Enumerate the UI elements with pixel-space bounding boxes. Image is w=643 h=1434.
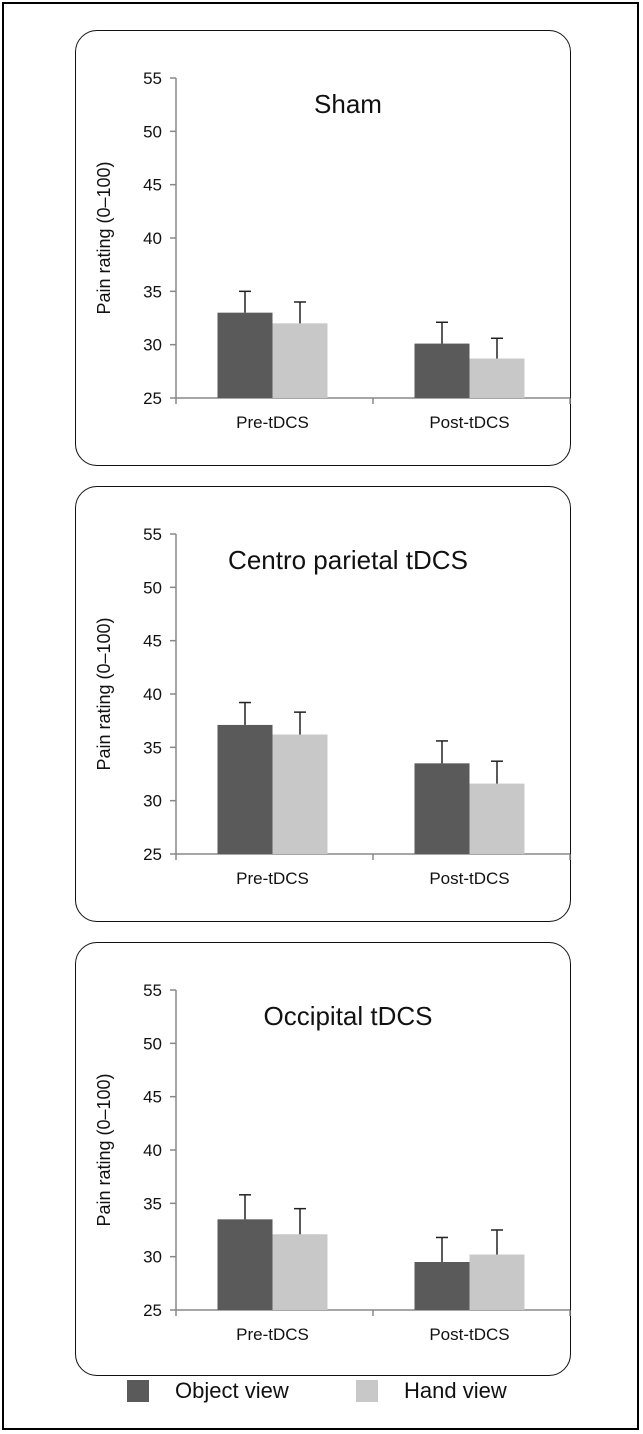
chart-title: Occipital tDCS bbox=[263, 1001, 432, 1031]
bar-hand-view-post-tdcs bbox=[469, 1254, 525, 1310]
chart-occipital: Occipital tDCS Pain rating (0–100) 25 30 35 4… bbox=[94, 981, 571, 1344]
legend-swatch-hand-view bbox=[356, 1380, 378, 1402]
panel-occipital: Occipital tDCS Pain rating (0–100) 25 30 35 4… bbox=[75, 942, 571, 1376]
y-axis-label: Pain rating (0–100) bbox=[94, 1073, 114, 1226]
bar-hand-view-post-tdcs bbox=[469, 358, 525, 398]
y-tick-label: 55 bbox=[143, 525, 162, 544]
y-tick-label: 40 bbox=[143, 229, 162, 248]
y-tick-label: 50 bbox=[143, 578, 162, 597]
y-tick-label: 50 bbox=[143, 1034, 162, 1053]
x-tick-label-pre-tdcs: Pre-tDCS bbox=[236, 413, 309, 432]
legend-item-hand-view: Hand view bbox=[356, 1378, 507, 1404]
legend-label-object-view: Object view bbox=[175, 1378, 289, 1403]
bar-hand-view-pre-tdcs bbox=[272, 1234, 328, 1310]
chart-title: Centro parietal tDCS bbox=[228, 545, 468, 575]
chart-centro-parietal: Centro parietal tDCS Pain rating (0–100) 2… bbox=[94, 525, 571, 888]
bar-object-view-post-tdcs bbox=[414, 1262, 470, 1310]
panel-sham: Sham Pain rating (0–100) 25 30 35 40 45 50 55 Pre… bbox=[75, 30, 571, 466]
bar-hand-view-post-tdcs bbox=[469, 783, 525, 854]
x-tick-label-post-tdcs: Post-tDCS bbox=[429, 1325, 509, 1344]
y-tick-label: 35 bbox=[143, 1194, 162, 1213]
y-axis-label: Pain rating (0–100) bbox=[94, 161, 114, 314]
y-tick-label: 50 bbox=[143, 122, 162, 141]
y-tick-label: 45 bbox=[143, 632, 162, 651]
y-tick-label: 25 bbox=[143, 845, 162, 864]
y-tick-label: 35 bbox=[143, 282, 162, 301]
chart-title: Sham bbox=[314, 89, 382, 119]
bar-object-view-post-tdcs bbox=[414, 763, 470, 854]
bar-object-view-pre-tdcs bbox=[217, 724, 273, 854]
x-tick-label-pre-tdcs: Pre-tDCS bbox=[236, 1325, 309, 1344]
y-tick-label: 30 bbox=[143, 336, 162, 355]
y-tick-label: 25 bbox=[143, 389, 162, 408]
y-tick-label: 55 bbox=[143, 981, 162, 1000]
bar-object-view-pre-tdcs bbox=[217, 1219, 273, 1310]
y-tick-label: 30 bbox=[143, 1248, 162, 1267]
chart-sham: Sham Pain rating (0–100) 25 30 35 40 45 50 55 Pre… bbox=[94, 69, 571, 432]
y-tick-label: 45 bbox=[143, 176, 162, 195]
legend-item-object-view: Object view bbox=[127, 1378, 289, 1404]
x-tick-label-post-tdcs: Post-tDCS bbox=[429, 869, 509, 888]
panel-centro-parietal: Centro parietal tDCS Pain rating (0–100) 2… bbox=[75, 486, 571, 922]
chart-legend: Object view Hand view bbox=[0, 1378, 643, 1418]
bar-object-view-pre-tdcs bbox=[217, 312, 273, 398]
legend-label-hand-view: Hand view bbox=[404, 1378, 507, 1403]
y-axis-label: Pain rating (0–100) bbox=[94, 617, 114, 770]
x-tick-label-post-tdcs: Post-tDCS bbox=[429, 413, 509, 432]
bar-hand-view-pre-tdcs bbox=[272, 734, 328, 854]
y-tick-label: 40 bbox=[143, 685, 162, 704]
y-tick-label: 35 bbox=[143, 738, 162, 757]
y-tick-label: 55 bbox=[143, 69, 162, 88]
y-tick-label: 25 bbox=[143, 1301, 162, 1320]
y-tick-label: 40 bbox=[143, 1141, 162, 1160]
bar-object-view-post-tdcs bbox=[414, 343, 470, 398]
y-tick-label: 45 bbox=[143, 1088, 162, 1107]
y-tick-label: 30 bbox=[143, 792, 162, 811]
bar-hand-view-pre-tdcs bbox=[272, 323, 328, 398]
x-tick-label-pre-tdcs: Pre-tDCS bbox=[236, 869, 309, 888]
legend-swatch-object-view bbox=[127, 1380, 149, 1402]
